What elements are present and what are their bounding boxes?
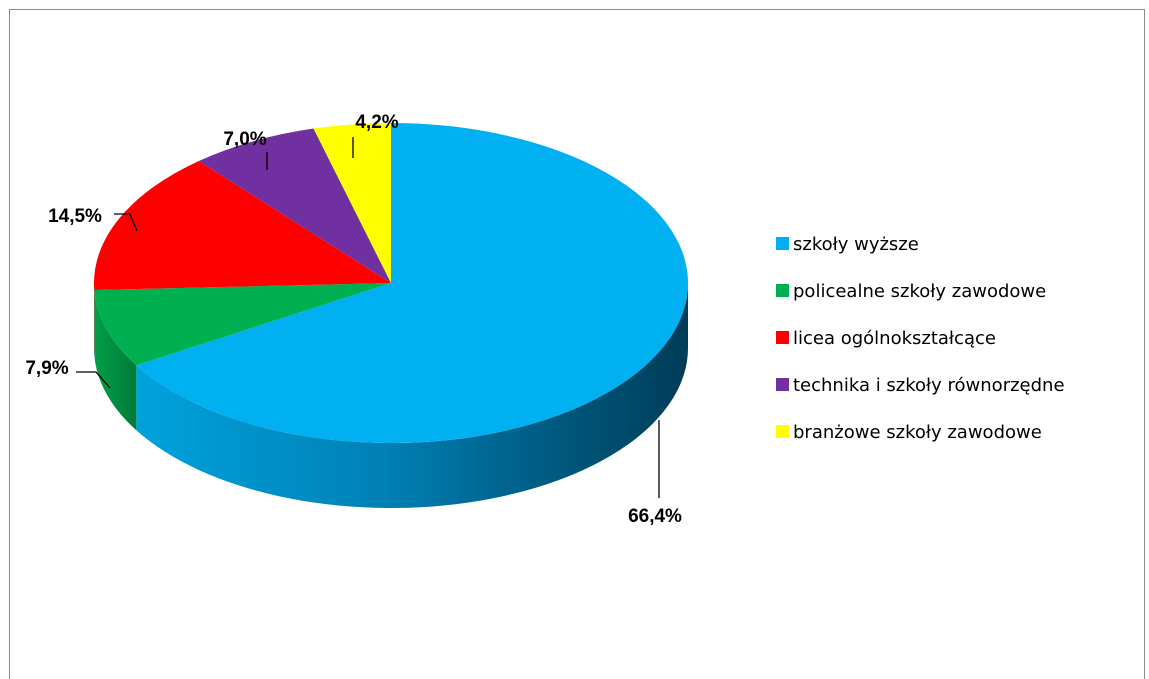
legend-label: policealne szkoły zawodowe [793,281,1046,302]
legend-item-technika-i-szkoly-rownorzedne: technika i szkoły równorzędne [776,375,1065,396]
legend-item-licea-ogolnoksztalcace: licea ogólnokształcące [776,328,996,349]
legend-label: licea ogólnokształcące [793,328,996,349]
legend-item-szkoly-wyzsze: szkoły wyższe [776,234,919,255]
legend-label: szkoły wyższe [793,234,919,255]
legend-swatch [776,378,789,391]
legend-item-branzowe-szkoly-zawodowe: branżowe szkoły zawodowe [776,422,1042,443]
data-label-branzowe-szkoly-zawodowe: 4,2% [355,112,398,133]
legend-swatch [776,284,789,297]
data-label-licea-ogolnoksztalcace: 14,5% [48,206,102,227]
legend: szkoły wyższe policealne szkoły zawodowe l… [776,234,1065,443]
legend-swatch [776,237,789,250]
data-label-technika-i-szkoly-rownorzedne: 7,0% [223,129,266,150]
legend-swatch [776,425,789,438]
legend-label: technika i szkoły równorzędne [793,375,1065,396]
data-label-policealne-szkoly-zawodowe: 7,9% [25,358,68,379]
legend-swatch [776,331,789,344]
legend-label: branżowe szkoły zawodowe [793,422,1042,443]
legend-item-policealne-szkoly-zawodowe: policealne szkoły zawodowe [776,281,1046,302]
data-label-szkoly-wyzsze: 66,4% [628,506,682,527]
pie-slices [94,123,688,443]
